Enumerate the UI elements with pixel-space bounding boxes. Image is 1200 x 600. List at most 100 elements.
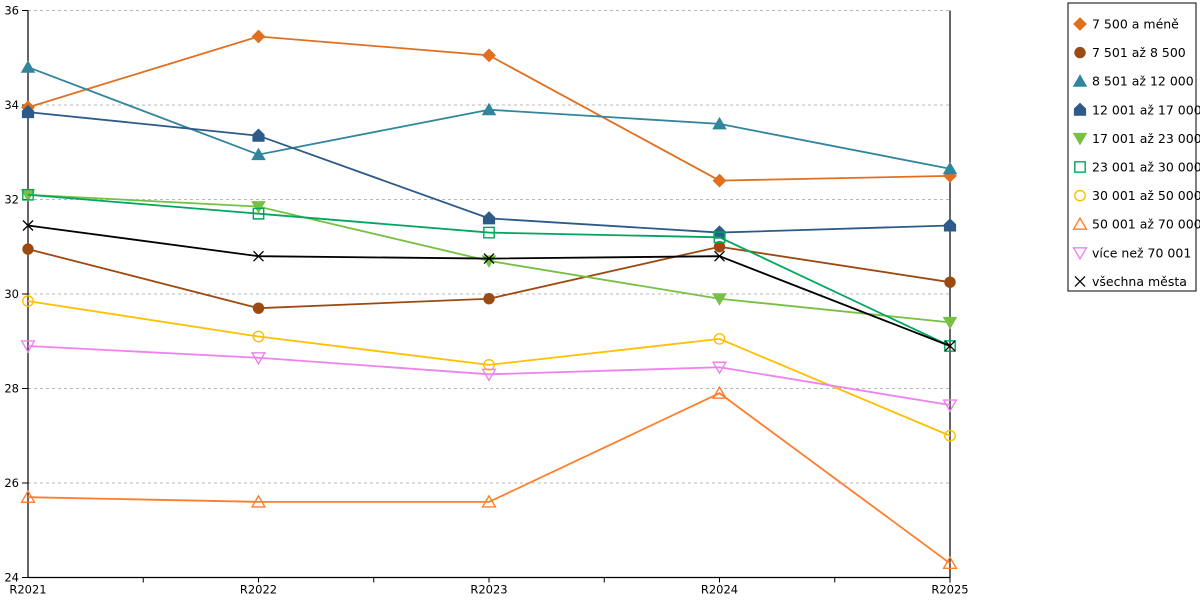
data-point-marker (942, 555, 958, 570)
series-7 (20, 385, 958, 570)
data-point-marker (944, 340, 956, 352)
legend-marker-icon (1074, 275, 1086, 287)
data-point-marker (714, 250, 725, 262)
data-point-marker (252, 207, 265, 220)
y-axis-tick-label: 34 (4, 98, 19, 112)
series-line (27, 345, 951, 406)
legend-item: 17 001 až 23 000 (1072, 131, 1200, 146)
data-point-marker (944, 340, 956, 352)
data-point-marker (20, 489, 36, 503)
legend-item: 12 001 až 17 000 (1073, 102, 1200, 117)
y-axis-tick-label: 24 (4, 571, 19, 585)
legend-item-label: 7 500 a méně (1092, 17, 1179, 32)
data-point-marker (712, 293, 727, 306)
y-axis-tick-label: 30 (4, 287, 19, 301)
data-point-marker (482, 48, 496, 63)
data-point-marker (711, 361, 728, 375)
legend-marker-icon (1074, 46, 1086, 59)
legend-marker-icon (1073, 17, 1087, 31)
legend-item-label: 23 001 až 30 000 (1092, 160, 1200, 175)
y-axis-tick-label: 26 (4, 476, 19, 490)
data-point-marker (251, 201, 266, 214)
data-point-marker (21, 104, 35, 119)
data-point-marker (22, 220, 34, 231)
data-point-marker (22, 188, 34, 201)
legend-item: 23 001 až 30 000 (1074, 160, 1200, 175)
legend-item-label: 7 501 až 8 500 (1092, 45, 1186, 60)
x-axis-tick-label: R2025 (931, 583, 968, 597)
series-5 (22, 188, 956, 352)
legend-item-label: 30 001 až 50 000 (1092, 188, 1200, 203)
series-6 (22, 295, 956, 442)
series-line (27, 193, 951, 347)
data-point-marker (942, 399, 958, 413)
series-line (27, 66, 951, 170)
data-point-marker (20, 340, 36, 354)
data-point-marker (483, 253, 495, 265)
data-point-marker (943, 218, 957, 232)
data-point-marker (713, 332, 726, 345)
data-point-marker (22, 243, 34, 255)
data-point-marker (713, 231, 726, 244)
data-point-marker (252, 330, 265, 343)
series-4 (20, 189, 958, 330)
x-axis-tick-label: R2023 (470, 583, 507, 597)
legend-marker-icon (1074, 189, 1086, 202)
legend-item-label: 50 001 až 70 000 (1092, 217, 1200, 232)
legend-item-label: všechna města (1092, 274, 1187, 289)
legend-marker-icon (1072, 216, 1088, 230)
data-point-marker (253, 250, 264, 262)
legend-marker-icon (1072, 247, 1088, 261)
x-axis-tick-label: R2022 (240, 583, 277, 597)
legend: 7 500 a méně 7 501 až 8 500 8 501 až 12 00… (1067, 2, 1200, 292)
data-point-marker (481, 494, 497, 508)
legend-item: všechna města (1074, 274, 1187, 289)
series-1 (22, 241, 956, 314)
data-point-marker (481, 102, 497, 116)
legend-item: 7 501 až 8 500 (1074, 45, 1186, 60)
data-point-marker (251, 147, 266, 161)
legend-item: 7 500 a méně (1073, 17, 1179, 32)
data-point-marker (711, 385, 728, 399)
series-2 (20, 60, 958, 175)
y-axis-tick-label: 32 (4, 193, 19, 207)
legend-marker-icon (1072, 74, 1088, 87)
data-point-marker (712, 173, 727, 188)
y-axis-tick-label: 28 (4, 382, 19, 396)
data-point-marker (483, 226, 495, 239)
legend-item: 50 001 až 70 000 (1072, 216, 1200, 232)
data-point-marker (481, 368, 497, 382)
data-point-marker (944, 276, 956, 288)
series-3 (21, 104, 957, 239)
series-9 (22, 220, 956, 352)
legend-box (1067, 2, 1197, 292)
legend-marker-icon (1074, 161, 1086, 173)
y-axis-tick-label: 36 (4, 4, 19, 18)
legend-item: více než 70 001 (1072, 245, 1191, 261)
x-axis-tick-label: R2024 (701, 583, 738, 597)
legend-item-label: 8 501 až 12 000 (1092, 74, 1194, 89)
data-point-marker (251, 29, 266, 44)
data-point-marker (20, 60, 36, 73)
series-line (27, 224, 951, 347)
data-point-marker (252, 128, 265, 142)
x-axis-tick-label: R2021 (9, 583, 46, 597)
data-point-marker (942, 161, 958, 175)
legend-item-label: více než 70 001 (1092, 245, 1191, 260)
data-point-marker (250, 352, 267, 366)
series-8 (20, 340, 958, 413)
data-point-marker (22, 295, 34, 307)
data-point-marker (252, 302, 265, 314)
data-point-marker (483, 293, 495, 305)
legend-item: 30 001 až 50 000 (1074, 188, 1200, 203)
legend-item-label: 17 001 až 23 000 (1092, 131, 1200, 146)
data-point-marker (250, 494, 267, 508)
legend-marker-icon (1072, 132, 1088, 146)
data-point-marker (944, 429, 956, 442)
legend-item: 8 501 až 12 000 (1072, 74, 1194, 89)
data-point-marker (713, 241, 726, 253)
data-point-marker (482, 211, 496, 225)
series-line (27, 392, 951, 565)
